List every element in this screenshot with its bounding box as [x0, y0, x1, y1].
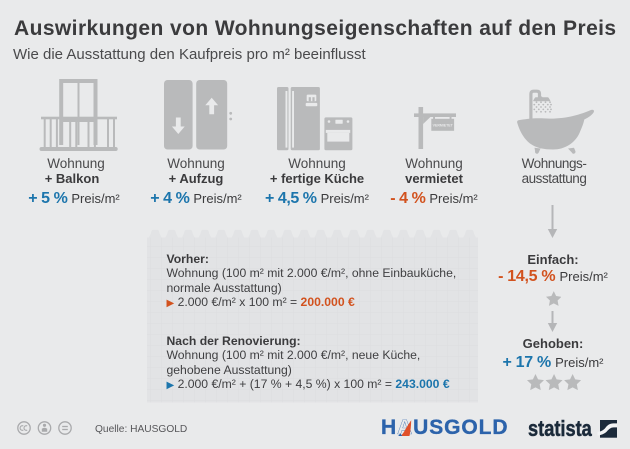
svg-text:VERMIETET: VERMIETET: [432, 124, 453, 128]
